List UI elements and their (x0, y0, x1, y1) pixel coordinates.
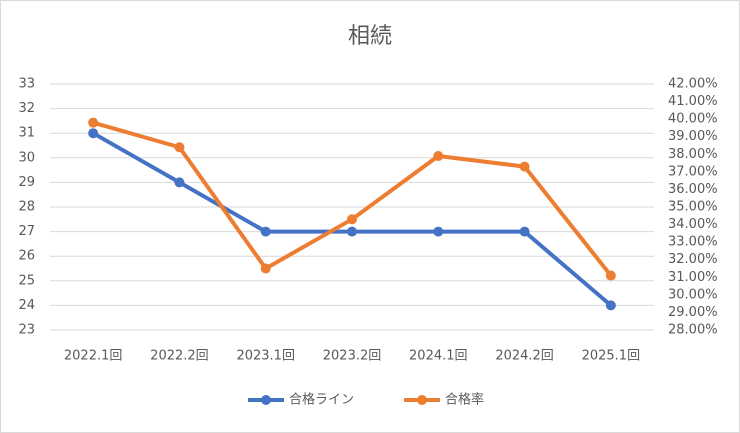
y2-tick-label: 28.00% (668, 323, 718, 338)
y2-tick-label: 36.00% (668, 182, 718, 197)
data-point (260, 226, 271, 237)
legend-marker (261, 395, 271, 405)
y2-tick-label: 42.00% (668, 77, 718, 92)
data-point (519, 161, 530, 172)
y-tick-label: 33 (18, 77, 35, 92)
y-tick-label: 23 (18, 323, 35, 338)
data-point (433, 151, 444, 162)
x-tick-label: 2024.2回 (495, 349, 554, 364)
data-point (174, 177, 185, 188)
x-tick-label: 2022.1回 (64, 349, 123, 364)
y-tick-label: 29 (18, 175, 35, 190)
y-tick-label: 27 (18, 224, 35, 239)
y2-tick-label: 33.00% (668, 235, 718, 250)
y-tick-label: 25 (18, 273, 35, 288)
x-tick-label: 2025.1回 (582, 349, 641, 364)
data-point (347, 226, 357, 237)
y2-tick-label: 29.00% (668, 305, 718, 320)
legend-marker (417, 395, 427, 405)
y-tick-label: 28 (18, 200, 35, 215)
y-tick-label: 26 (18, 249, 35, 264)
y2-tick-label: 31.00% (668, 270, 718, 285)
data-point (260, 263, 271, 274)
y2-tick-label: 37.00% (668, 164, 718, 179)
data-point (88, 117, 99, 128)
y2-tick-label: 38.00% (668, 147, 718, 162)
data-point (174, 142, 185, 153)
y2-tick-label: 32.00% (668, 252, 718, 267)
y2-tick-label: 41.00% (668, 94, 718, 109)
chart-title: 相続 (348, 24, 392, 49)
y2-tick-label: 30.00% (668, 287, 718, 302)
y-tick-label: 32 (18, 101, 35, 116)
x-tick-label: 2023.1回 (236, 349, 295, 364)
data-point (605, 270, 616, 281)
y-tick-label: 30 (18, 150, 35, 165)
data-point (347, 214, 357, 225)
data-point (519, 226, 530, 237)
data-point (605, 300, 616, 311)
legend-label: 合格率 (445, 392, 484, 408)
data-point (88, 128, 99, 139)
y-tick-label: 24 (18, 298, 35, 313)
x-tick-label: 2022.2回 (150, 349, 209, 364)
y2-tick-label: 35.00% (668, 200, 718, 215)
x-tick-label: 2024.1回 (409, 349, 468, 364)
y2-tick-label: 40.00% (668, 112, 718, 127)
y2-tick-label: 34.00% (668, 217, 718, 232)
legend-label: 合格ライン (289, 392, 354, 408)
y-tick-label: 31 (18, 126, 35, 141)
x-tick-label: 2023.2回 (323, 349, 382, 364)
data-point (433, 226, 444, 237)
y2-tick-label: 39.00% (668, 129, 718, 144)
